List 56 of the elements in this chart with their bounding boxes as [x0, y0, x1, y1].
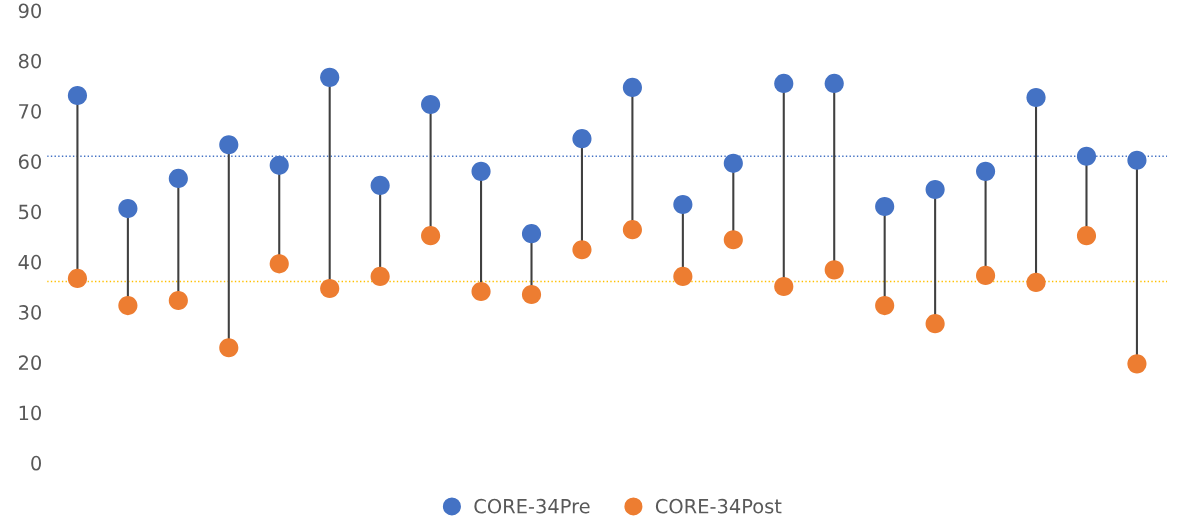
point: [320, 278, 340, 299]
y-tick-label: 40: [18, 254, 42, 270]
point: [269, 155, 289, 175]
point: [219, 135, 239, 155]
point: [1026, 272, 1046, 293]
point: [421, 94, 441, 115]
point: [824, 73, 844, 93]
point: [824, 260, 844, 280]
point: [622, 77, 642, 97]
point: [118, 295, 138, 316]
y-tick-label: 70: [19, 104, 42, 119]
point: [925, 314, 945, 334]
point: [875, 196, 895, 217]
y-tick-label: 30: [19, 305, 42, 320]
y-tick-label: 20: [18, 355, 42, 371]
point: [471, 161, 491, 181]
point: [269, 254, 289, 274]
y-tick-label: 90: [18, 3, 42, 19]
point: [673, 266, 693, 286]
point: [1127, 150, 1147, 170]
point: [673, 194, 693, 215]
legend-label: CORE-34Pre: [474, 498, 590, 514]
point: [1076, 226, 1097, 246]
y-tick-label: 80: [18, 53, 42, 69]
point: [976, 265, 996, 285]
point: [67, 85, 87, 106]
point: [875, 295, 895, 316]
point: [572, 240, 592, 260]
point: [1026, 87, 1046, 108]
point: [976, 161, 996, 181]
point: [168, 290, 188, 311]
point: [774, 73, 794, 93]
point: [1127, 354, 1147, 374]
point: [1076, 146, 1097, 166]
point: [67, 268, 87, 288]
point: [370, 175, 390, 195]
point: [774, 276, 794, 297]
point: [723, 153, 743, 173]
y-tick-label: 60: [18, 154, 42, 169]
point: [168, 168, 188, 188]
point: [320, 67, 340, 87]
point: [521, 284, 542, 305]
point: [370, 266, 390, 286]
legend-label: CORE-34Post: [655, 498, 782, 514]
y-tick-label: 10: [19, 405, 42, 421]
point: [118, 198, 138, 219]
y-tick-label: 0: [31, 455, 42, 471]
point: [622, 220, 642, 240]
point: [723, 230, 743, 250]
point: [471, 281, 491, 302]
point: [421, 226, 441, 246]
point: [572, 129, 592, 149]
point: [521, 224, 542, 244]
point: [925, 179, 945, 200]
y-tick-label: 50: [19, 204, 42, 220]
point: [219, 338, 239, 358]
